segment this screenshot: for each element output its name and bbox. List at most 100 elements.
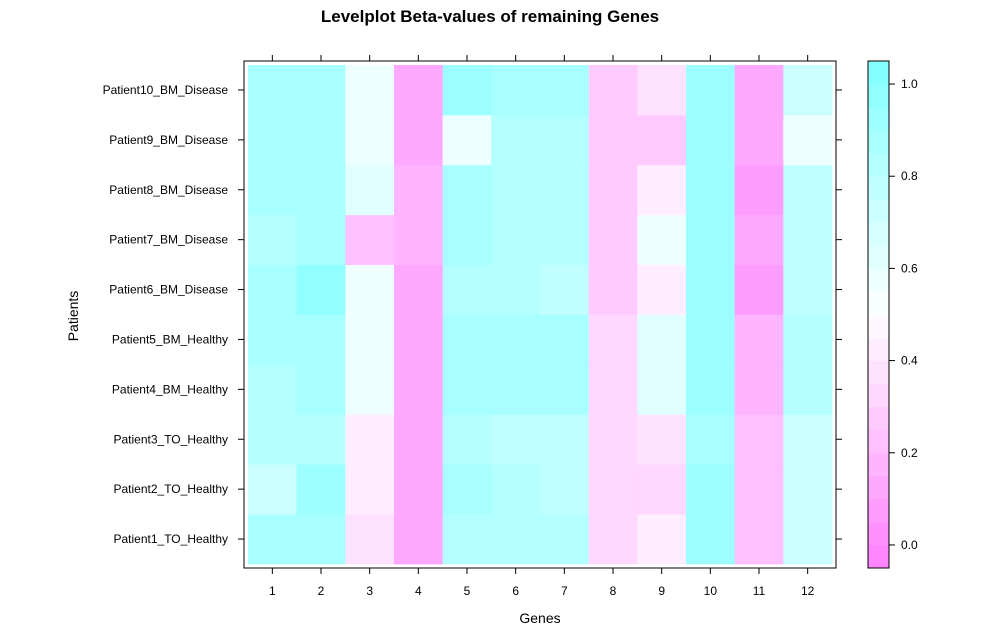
heatmap-cell [248, 65, 298, 116]
heatmap-cell [248, 164, 298, 216]
colorbar-swatch [868, 429, 889, 454]
heatmap-cell [491, 114, 541, 166]
heatmap-cell [296, 314, 346, 365]
y-tick-label: Patient6_BM_Disease [109, 283, 228, 297]
heatmap-cell [394, 314, 444, 365]
heatmap-cell [540, 464, 590, 515]
heatmap-cell [686, 364, 736, 415]
heatmap-cell [734, 264, 784, 315]
heatmap-cell [442, 164, 492, 216]
heatmap-cell [540, 214, 590, 265]
x-tick-label: 9 [658, 584, 665, 598]
heatmap-cell [686, 314, 736, 365]
heatmap-cell [734, 414, 784, 465]
y-tick-label: Patient8_BM_Disease [109, 183, 228, 197]
heatmap-cell [394, 164, 444, 216]
heatmap-cell [491, 464, 541, 515]
heatmap-cell [734, 464, 784, 515]
x-tick-label: 3 [366, 584, 373, 598]
heatmap-cell [637, 214, 687, 265]
heatmap-cell [345, 514, 395, 565]
heatmap-cell [540, 164, 590, 216]
heatmap-cell [394, 414, 444, 465]
heatmap-cell [394, 364, 444, 415]
heatmap-cell [783, 514, 833, 565]
heatmap-cell [637, 314, 687, 365]
heatmap-cell [442, 314, 492, 365]
heatmap-cell [491, 414, 541, 465]
heatmap-cell [296, 514, 346, 565]
colorbar-swatch [868, 452, 889, 477]
colorbar-swatch [868, 84, 889, 108]
x-tick-label: 2 [318, 584, 325, 598]
heatmap-cell [345, 264, 395, 315]
heatmap-cell [686, 514, 736, 565]
heatmap-cell [783, 164, 833, 216]
heatmap-cell [296, 65, 346, 116]
heatmap-cell [637, 264, 687, 315]
heatmap-cell [783, 65, 833, 116]
heatmap-cell [540, 514, 590, 565]
heatmap-cell [637, 114, 687, 166]
heatmap-cell [491, 164, 541, 216]
heatmap-cell [686, 264, 736, 315]
x-tick-label: 12 [801, 584, 815, 598]
heatmap-cell [734, 114, 784, 166]
heatmap-cell [394, 264, 444, 315]
heatmap-cell [540, 364, 590, 415]
heatmap-cell [248, 364, 298, 415]
heatmap-cell [783, 314, 833, 365]
heatmap-cell [394, 214, 444, 265]
plot-frame [243, 60, 837, 569]
heatmap-cell [442, 264, 492, 315]
colorbar [868, 61, 889, 569]
heatmap-cell [345, 364, 395, 415]
x-tick-label: 6 [512, 584, 519, 598]
heatmap-cell [734, 214, 784, 265]
heatmap-cell [686, 114, 736, 166]
colorbar-swatch [868, 337, 889, 361]
heatmap-cell [442, 364, 492, 415]
x-axis-label: Genes [519, 610, 560, 626]
colorbar-frame [867, 60, 890, 569]
heatmap-cell [540, 65, 590, 116]
y-tick-label: Patient2_TO_Healthy [113, 482, 228, 496]
heatmap-cell [588, 164, 638, 216]
colorbar-swatch [868, 291, 889, 315]
heatmap-cell [783, 214, 833, 265]
heatmap-cell [296, 464, 346, 515]
heatmap-cell [540, 414, 590, 465]
heatmap-cell [296, 264, 346, 315]
heatmap-cell [637, 414, 687, 465]
colorbar-swatch [868, 406, 889, 431]
heatmap-cell [248, 414, 298, 465]
heatmap-cell [345, 164, 395, 216]
y-axis-label: Patients [65, 291, 81, 342]
heatmap-cell [734, 514, 784, 565]
colorbar-swatch [868, 268, 889, 292]
heatmap-cell [588, 264, 638, 315]
heatmap-cell [296, 164, 346, 216]
heatmap-cell [783, 264, 833, 315]
heatmap-cell [588, 514, 638, 565]
colorbar-swatch [868, 383, 889, 408]
x-tick-label: 4 [415, 584, 422, 598]
colorbar-swatch [868, 153, 889, 177]
heatmap-cell [783, 364, 833, 415]
heatmap-cell [296, 364, 346, 415]
y-tick-label: Patient9_BM_Disease [109, 133, 228, 147]
colorbar-tick-label: 0.4 [901, 354, 918, 368]
heatmap-cell [686, 464, 736, 515]
x-axis-ticks: 1 2 3 4 5 6 7 8 9 10 11 12 [269, 55, 815, 598]
colorbar-swatch [868, 245, 889, 269]
colorbar-tick-label: 0.6 [901, 261, 918, 275]
heatmap-cell [734, 364, 784, 415]
heatmap-cell [296, 114, 346, 166]
x-tick-label: 10 [704, 584, 718, 598]
heatmap-cell [442, 65, 492, 116]
heatmap-cell [734, 65, 784, 116]
colorbar-swatch [868, 61, 889, 85]
heatmap-cell [491, 364, 541, 415]
heatmap-cell [345, 464, 395, 515]
heatmap-cell [588, 364, 638, 415]
